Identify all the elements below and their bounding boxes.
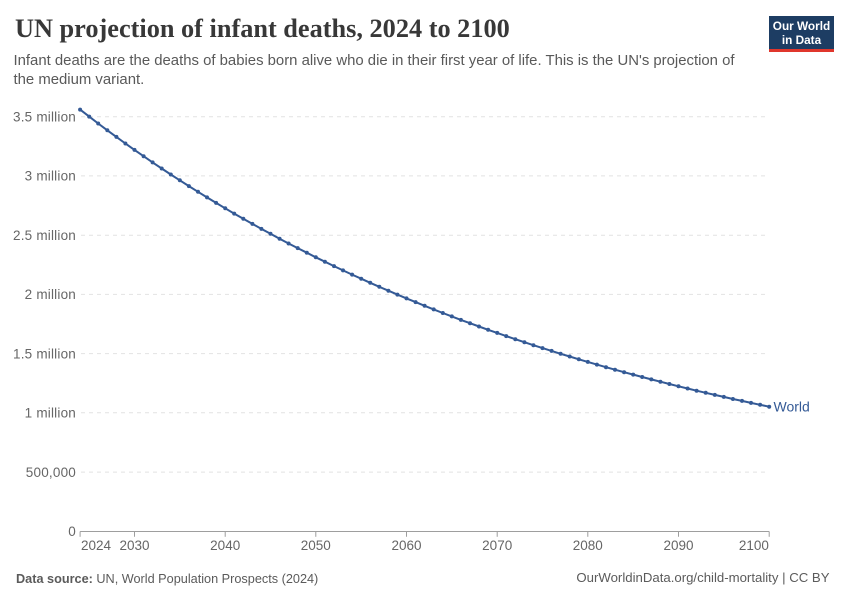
- svg-text:2 million: 2 million: [25, 287, 76, 302]
- svg-text:2060: 2060: [391, 538, 421, 553]
- svg-text:2030: 2030: [119, 538, 149, 553]
- svg-text:2040: 2040: [210, 538, 240, 553]
- svg-text:1.5 million: 1.5 million: [13, 346, 76, 361]
- svg-text:0: 0: [68, 524, 76, 539]
- svg-text:2080: 2080: [573, 538, 603, 553]
- svg-text:World: World: [774, 399, 810, 415]
- svg-text:2070: 2070: [482, 538, 512, 553]
- svg-text:2090: 2090: [663, 538, 693, 553]
- svg-text:3.5 million: 3.5 million: [13, 110, 76, 125]
- svg-text:2.5 million: 2.5 million: [13, 228, 76, 243]
- svg-text:2100: 2100: [739, 538, 769, 553]
- svg-text:3 million: 3 million: [25, 169, 76, 184]
- svg-text:2024: 2024: [81, 538, 112, 553]
- svg-text:500,000: 500,000: [26, 465, 76, 480]
- svg-text:2050: 2050: [301, 538, 331, 553]
- svg-text:1 million: 1 million: [25, 406, 76, 421]
